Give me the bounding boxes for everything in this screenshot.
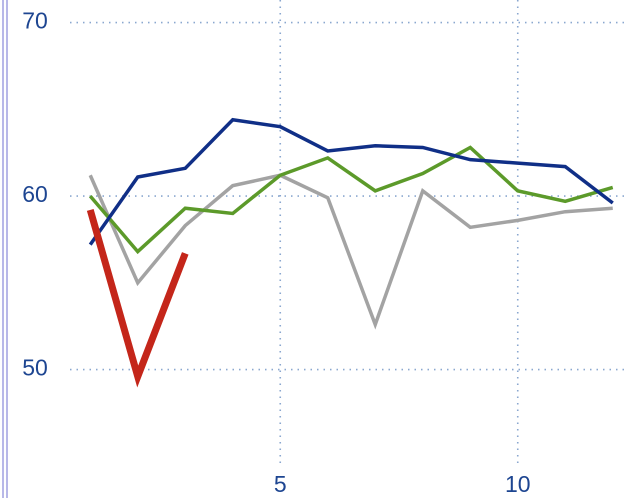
y-tick-label: 70 (22, 8, 48, 34)
series-line (88, 145, 614, 255)
x-tick-label: 10 (505, 471, 531, 497)
series-line (88, 173, 613, 330)
series-line (86, 208, 189, 388)
series-line (88, 117, 614, 246)
y-tick-label: 50 (22, 355, 48, 381)
y-tick-label: 60 (22, 181, 48, 207)
x-tick-label: 5 (274, 471, 287, 497)
